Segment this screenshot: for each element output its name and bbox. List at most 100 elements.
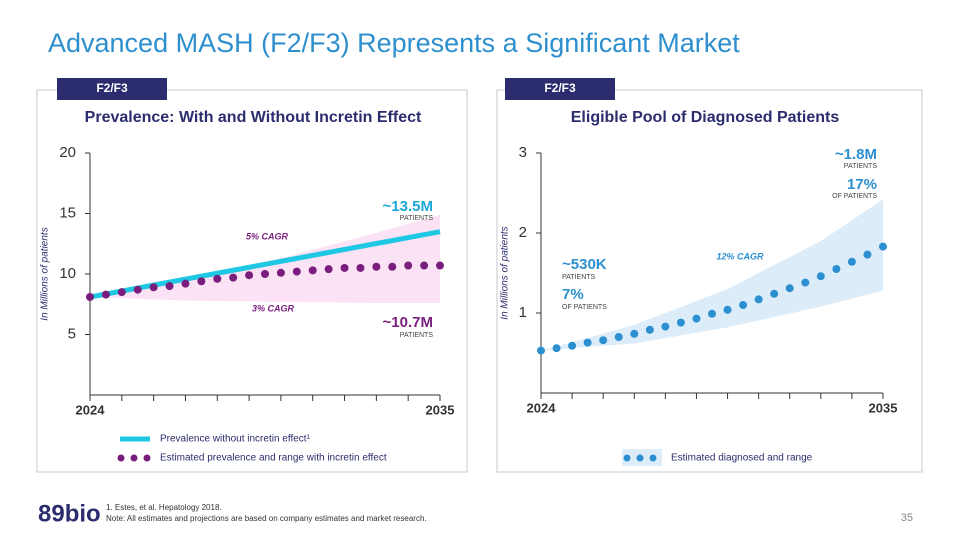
- legend-label: Estimated prevalence and range with incr…: [160, 453, 387, 464]
- tag: [57, 78, 167, 100]
- panel: [36, 89, 468, 473]
- annotation: ~530K: [562, 256, 607, 273]
- series-dot: [739, 301, 748, 309]
- series-dot: [261, 270, 269, 278]
- series-dot: [388, 262, 397, 271]
- series-dot: [372, 262, 381, 271]
- y-tick-label: 1: [519, 304, 527, 321]
- legend-swatch: [143, 454, 151, 462]
- annotation: ~1.8M: [835, 146, 877, 163]
- series-dot: [133, 285, 142, 294]
- series-dot: [692, 314, 701, 323]
- series-dot: [197, 277, 206, 286]
- series-dot: [645, 325, 654, 334]
- y-tick-label: 5: [68, 325, 76, 342]
- tag-label: F2/F3: [96, 81, 128, 95]
- series-dot: [754, 295, 763, 304]
- series-dot: [276, 268, 285, 277]
- logo: 89bio: [38, 500, 101, 527]
- series-dot: [863, 250, 872, 259]
- series-dot: [552, 344, 561, 353]
- annotation: PATIENTS: [562, 274, 596, 281]
- legend-label: Prevalence without incretin effect¹: [160, 434, 311, 445]
- series-dot: [229, 273, 238, 282]
- series-dot: [436, 261, 444, 270]
- annotation: 12% CAGR: [716, 251, 764, 261]
- x-tick-label: 2035: [426, 402, 455, 417]
- legend-swatch: [130, 454, 138, 462]
- y-tick-label: 3: [519, 144, 527, 161]
- legend-swatch: [649, 454, 657, 462]
- series-dot: [583, 338, 592, 347]
- y-tick-label: 2: [519, 224, 527, 241]
- series-dot: [630, 329, 639, 338]
- series-dot: [213, 274, 222, 283]
- series-dot: [879, 242, 887, 251]
- annotation: ~10.7M: [383, 314, 433, 331]
- series-dot: [292, 267, 301, 276]
- series-dot: [245, 271, 254, 280]
- series-dot: [181, 279, 190, 288]
- y-tick-label: 15: [59, 204, 76, 221]
- annotation: OF PATIENTS: [832, 193, 877, 200]
- series-dot: [708, 309, 716, 318]
- series-dot: [847, 257, 856, 266]
- series-dot: [770, 289, 779, 298]
- annotation: 5% CAGR: [246, 231, 289, 241]
- y-tick-label: 20: [59, 144, 76, 161]
- legend-swatch: [117, 454, 125, 462]
- range-band: [541, 199, 883, 351]
- series-dot: [165, 282, 174, 291]
- footnote: Note: All estimates and projections are …: [106, 514, 427, 523]
- series-dot: [537, 346, 545, 355]
- series-line: [89, 229, 441, 300]
- series-dot: [661, 322, 670, 331]
- tag-label: F2/F3: [544, 81, 576, 95]
- footnote: 1. Estes, et al. Hepatology 2018.: [106, 503, 222, 512]
- series-dot: [801, 278, 810, 287]
- series-dot: [676, 318, 685, 327]
- annotation: PATIENTS: [400, 332, 434, 339]
- series-dot: [832, 265, 841, 273]
- y-axis-label: In Millions of patients: [500, 226, 511, 319]
- series-dot: [816, 272, 825, 281]
- y-tick-label: 10: [59, 265, 76, 282]
- series-dot: [86, 292, 94, 301]
- series-dot: [723, 305, 732, 314]
- tag: [505, 78, 615, 100]
- annotation: OF PATIENTS: [562, 304, 607, 311]
- series-dot: [340, 263, 349, 272]
- series-dot: [404, 261, 413, 270]
- panel: [496, 89, 923, 473]
- legend-swatch: [623, 454, 631, 462]
- annotation: ~13.5M: [383, 198, 433, 215]
- series-dot: [599, 336, 608, 345]
- annotation: 17%: [847, 176, 877, 193]
- series-dot: [614, 333, 623, 341]
- series-dot: [324, 265, 333, 274]
- slide-title: Advanced MASH (F2/F3) Represents a Signi…: [48, 28, 740, 58]
- annotation: 7%: [562, 286, 584, 303]
- range-band: [90, 214, 440, 304]
- series-dot: [420, 261, 429, 270]
- series-dot: [356, 263, 365, 272]
- series-dot: [149, 283, 158, 292]
- annotation: PATIENTS: [400, 215, 434, 222]
- legend-swatch: [636, 454, 644, 462]
- page-number: 35: [901, 512, 913, 524]
- chart-title: Eligible Pool of Diagnosed Patients: [571, 109, 840, 126]
- y-axis-label: In Millions of patients: [40, 227, 51, 320]
- x-tick-label: 2024: [76, 402, 106, 417]
- annotation: 3% CAGR: [252, 303, 295, 313]
- series-dot: [785, 284, 794, 293]
- series-dot: [308, 266, 317, 275]
- series-dot: [568, 341, 577, 350]
- series-dot: [101, 290, 110, 299]
- series-dot: [117, 288, 126, 297]
- x-tick-label: 2035: [869, 400, 898, 415]
- x-tick-label: 2024: [527, 400, 557, 415]
- legend-label: Estimated diagnosed and range: [671, 453, 813, 464]
- chart-title: Prevalence: With and Without Incretin Ef…: [85, 109, 422, 126]
- annotation: PATIENTS: [844, 163, 878, 170]
